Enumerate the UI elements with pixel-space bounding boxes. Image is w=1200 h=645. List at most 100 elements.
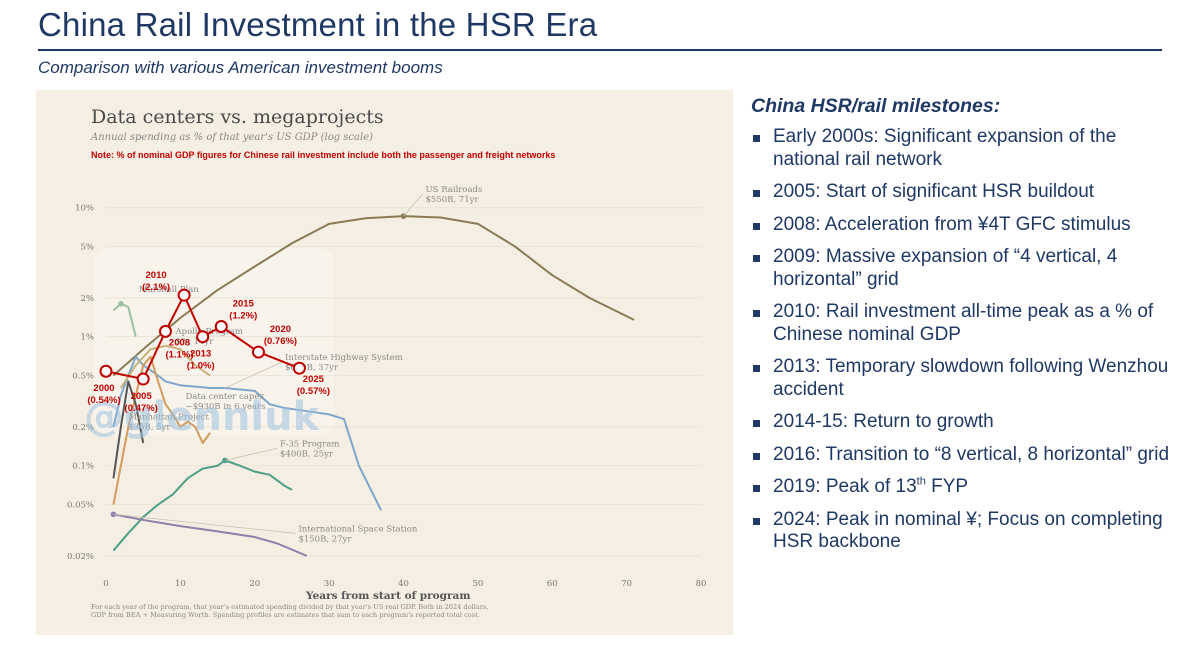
milestone-text: Early 2000s: Significant expansion of th… bbox=[773, 126, 1117, 170]
china-rail-point bbox=[99, 364, 113, 378]
series-label: Data center capex bbox=[186, 392, 265, 402]
y-tick-label: 0.02% bbox=[67, 552, 94, 562]
series-labels: US Railroads$550B, 71yr Interstate Highwa… bbox=[113, 185, 482, 544]
china-rail-pct-label: (0.57%) bbox=[297, 386, 330, 397]
china-rail-year-label: 2013 bbox=[190, 349, 211, 360]
watermark: @glennluk bbox=[84, 394, 321, 440]
x-tick-label: 50 bbox=[472, 579, 483, 589]
slide-subtitle: Comparison with various American investm… bbox=[38, 58, 443, 77]
bullet-icon bbox=[753, 255, 760, 262]
milestone-item: 2014-15: Return to growth bbox=[751, 411, 1171, 434]
china-rail-point bbox=[196, 330, 210, 344]
chart-footnote-line2: GDP from BEA + Measuring Worth. Spending… bbox=[91, 611, 480, 619]
series-line-apollo-program bbox=[120, 344, 211, 389]
milestone-text: 2005: Start of significant HSR buildout bbox=[773, 181, 1095, 202]
bullet-icon bbox=[753, 190, 760, 197]
series-peak-marker bbox=[118, 300, 124, 307]
series-line-us-railroads bbox=[112, 215, 635, 377]
y-tick-label: 0.1% bbox=[72, 462, 94, 472]
series-peak-marker bbox=[222, 457, 228, 464]
milestone-item: 2009: Massive expansion of “4 vertical, … bbox=[751, 246, 1171, 291]
x-tick-label: 20 bbox=[249, 579, 260, 589]
series-label-detail: ~$930B in 6 years bbox=[186, 402, 266, 412]
series-label: Interstate Highway System bbox=[285, 353, 403, 363]
y-axis: 0.02% 0.05% 0.1% 0.2% 0.5% 1% 2% 5% 10% bbox=[67, 204, 701, 562]
milestone-text: 2014-15: Return to growth bbox=[773, 411, 994, 432]
china-rail-point bbox=[177, 288, 191, 302]
series-label-detail: $150B, 27yr bbox=[298, 534, 352, 544]
series-line-international-space-station bbox=[113, 513, 308, 557]
milestone-item: 2016: Transition to “8 vertical, 8 horiz… bbox=[751, 444, 1171, 467]
milestone-text: 2013: Temporary slowdown following Wenzh… bbox=[773, 356, 1169, 400]
x-tick-label: 30 bbox=[324, 579, 335, 589]
china-rail-point bbox=[251, 345, 265, 359]
leader-line bbox=[403, 193, 423, 217]
milestone-item: 2008: Acceleration from ¥4T GFC stimulus bbox=[751, 214, 1171, 237]
bullet-icon bbox=[753, 452, 760, 460]
china-rail-year-label: 2010 bbox=[146, 270, 167, 281]
milestone-item: 2010: Rail investment all-time peak as a… bbox=[751, 301, 1171, 346]
series-label: Marshall Plan bbox=[139, 285, 199, 295]
china-rail-pct-label: (1.0%) bbox=[187, 361, 215, 372]
highlight-box bbox=[94, 248, 334, 436]
series-line-f-35-program bbox=[112, 459, 293, 552]
y-tick-label: 5% bbox=[81, 243, 95, 253]
milestones-panel: China HSR/rail milestones: Early 2000s: … bbox=[751, 95, 1171, 564]
x-tick-label: 10 bbox=[175, 579, 186, 589]
milestone-item: 2013: Temporary slowdown following Wenzh… bbox=[751, 356, 1171, 401]
china-rail-pct-label: (0.47%) bbox=[125, 403, 158, 414]
milestone-list: Early 2000s: Significant expansion of th… bbox=[751, 126, 1171, 554]
china-rail-pct-label: (0.76%) bbox=[264, 336, 297, 347]
milestone-text: 2024: Peak in nominal ¥; Focus on comple… bbox=[773, 508, 1163, 553]
china-rail-year-label: 2008 bbox=[169, 337, 190, 348]
y-tick-label: 2% bbox=[81, 294, 95, 304]
leader-line bbox=[224, 361, 283, 389]
x-axis: 0 10 20 30 40 50 60 70 80 bbox=[103, 579, 706, 589]
china-rail-pct-label: (2.1%) bbox=[142, 282, 170, 293]
chart-svg: Data centers vs. megaprojects Annual spe… bbox=[67, 106, 706, 619]
x-axis-label: Years from start of program bbox=[305, 590, 470, 602]
chart-footnote-line1: For each year of the program, that year'… bbox=[91, 603, 488, 611]
bullet-icon bbox=[753, 485, 760, 492]
y-tick-label: 0.2% bbox=[72, 423, 94, 433]
chart-subtitle: Annual spending as % of that year's US G… bbox=[90, 132, 373, 143]
china-rail-point bbox=[292, 361, 306, 375]
series-line-manhattan-project bbox=[112, 380, 145, 479]
china-rail-year-label: 2000 bbox=[93, 383, 114, 394]
china-rail-point bbox=[136, 372, 150, 386]
china-rail-year-label: 2005 bbox=[131, 391, 153, 402]
leader-line bbox=[113, 513, 296, 534]
milestone-text: 2009: Massive expansion of “4 vertical, … bbox=[773, 246, 1118, 290]
series-label: Apollo Program bbox=[175, 327, 244, 337]
series-label: F-35 Program bbox=[280, 439, 339, 449]
x-tick-label: 60 bbox=[547, 579, 558, 589]
series-line-data-center-capex bbox=[112, 355, 211, 505]
y-tick-label: 1% bbox=[81, 333, 95, 343]
china-rail-line bbox=[105, 294, 300, 381]
china-rail-series: 2000(0.54%) 2005(0.47%) 2008(1.1%) 2010(2.1… bbox=[87, 270, 330, 414]
series-label-detail: $400B, 25yr bbox=[280, 449, 334, 459]
chart-panel: Data centers vs. megaprojects Annual spe… bbox=[36, 90, 733, 635]
china-rail-pct-label: (1.1%) bbox=[166, 349, 194, 360]
series-layer bbox=[110, 213, 635, 557]
title-divider bbox=[38, 49, 1162, 51]
china-rail-year-label: 2025 bbox=[303, 374, 325, 385]
bullet-icon bbox=[753, 365, 760, 372]
x-tick-label: 70 bbox=[621, 579, 632, 589]
chart-title: Data centers vs. megaprojects bbox=[91, 106, 384, 128]
chart-note: Note: % of nominal GDP figures for Chine… bbox=[91, 150, 555, 160]
leader-line bbox=[224, 447, 278, 461]
milestones-heading: China HSR/rail milestones: bbox=[751, 95, 1001, 117]
y-tick-label: 0.5% bbox=[72, 372, 94, 382]
milestone-item: Early 2000s: Significant expansion of th… bbox=[751, 126, 1171, 171]
series-label-detail: $550B, 71yr bbox=[426, 195, 480, 205]
x-tick-label: 80 bbox=[696, 579, 707, 589]
milestone-item: 2024: Peak in nominal ¥; Focus on comple… bbox=[751, 509, 1171, 554]
series-label-detail: $36B, 5yr bbox=[128, 422, 171, 432]
milestone-item: 2019: Peak of 13th FYP bbox=[751, 476, 1171, 499]
china-rail-year-label: 2020 bbox=[270, 324, 291, 335]
y-tick-label: 0.05% bbox=[67, 501, 94, 511]
bullet-icon bbox=[753, 420, 760, 427]
bullet-icon bbox=[753, 517, 760, 525]
series-line-marshall-plan bbox=[112, 302, 137, 337]
